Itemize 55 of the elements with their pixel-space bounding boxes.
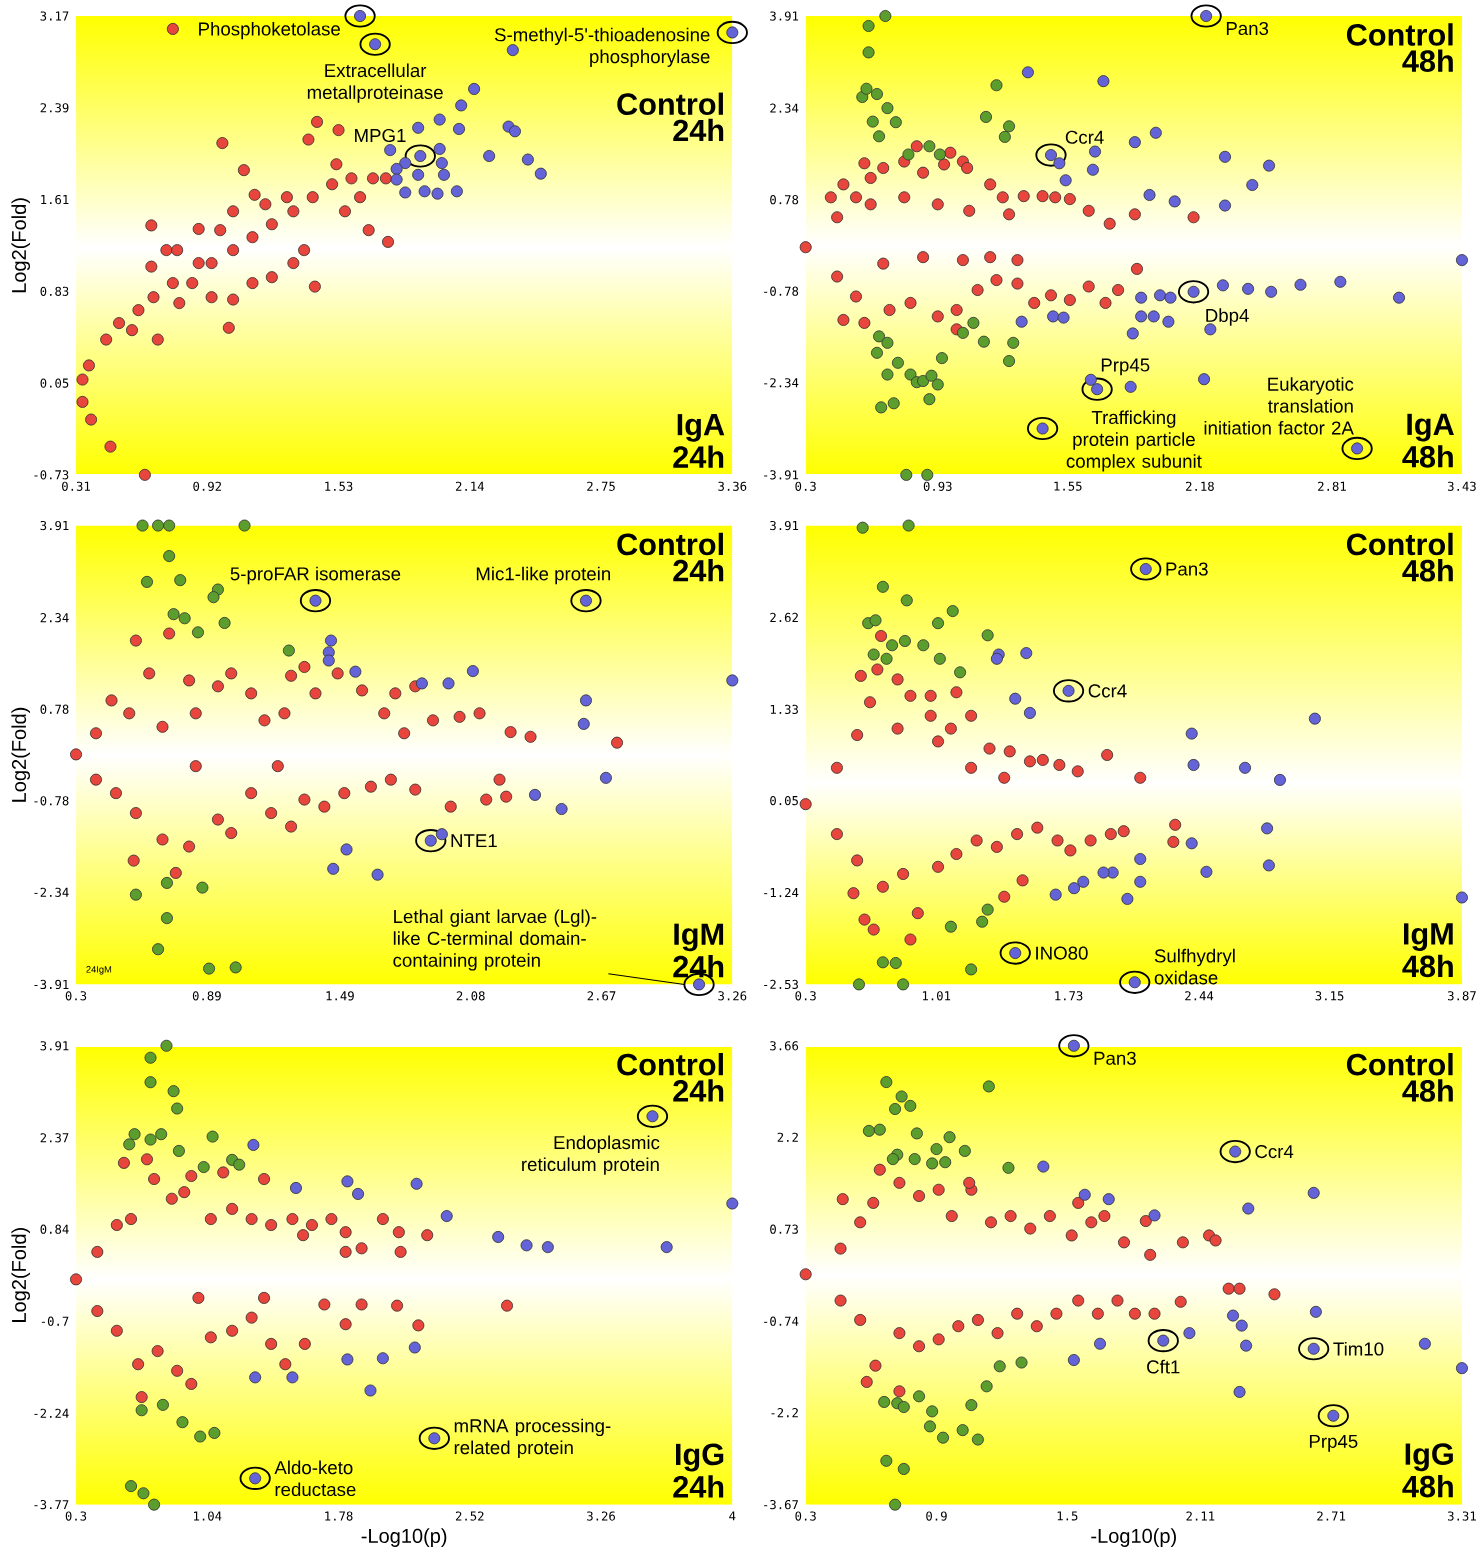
y-axis-title: Log2(Fold) [11,1228,30,1322]
x-axis-title: -Log10(p) [1091,1528,1176,1547]
annotation: IgG [1405,1443,1453,1472]
annotation: 24h [672,1079,723,1102]
annotation: Pan3 [1166,562,1208,576]
y-axis-title: Log2(Fold) [11,707,30,802]
annotation: Ccr4 [1255,1144,1293,1159]
annotation: IgM [674,923,723,952]
annotation: 48h [1402,1474,1453,1498]
annotation: 48h [1402,1079,1453,1102]
annotation: IgM [1403,923,1453,951]
annotation: Prp45 [1101,358,1150,376]
annotation: Control [1346,23,1453,46]
annotation: Ccr4 [1065,130,1104,144]
annotation: MPG1 [354,128,406,143]
annotation: NTE1 [451,834,497,848]
annotation: Dbp4 [1206,308,1249,326]
annotation: Extracellular metallproteinase [307,63,443,103]
annotation: Cft1 [1146,1359,1180,1374]
annotation: 48h [1402,49,1453,72]
annotation: Control [1346,1052,1453,1076]
annotation: Eukaryotic translation initiation factor 2A [1204,377,1354,435]
annotation: Control [616,1052,723,1076]
annotation: Phosphoketolase [198,21,340,40]
annotation: S-methyl-5'-thioadenosine phosphorylase [494,27,710,67]
x-axis-title: -Log10(p) [361,1528,446,1547]
annotation: Mic1-like protein [476,566,610,585]
annotation: 5-proFAR isomerase [230,566,400,585]
annotation: IgA [1407,413,1454,442]
annotation: INO80 [1035,946,1088,960]
annotation: 24h [672,445,723,468]
annotation: IgG [675,1443,723,1472]
annotation: 48h [1402,954,1453,978]
annotation: 24h [672,559,723,582]
annotation: Control [1346,532,1453,556]
annotation: Aldo-keto reductase [274,1460,356,1497]
annotation: Trafficking protein particle complex subunit [1066,410,1202,472]
annotation: Ccr4 [1088,684,1127,698]
annotation: 24h [672,955,723,978]
annotation: Sulfhydryl oxidase [1154,948,1235,985]
annotation: Endoplasmic reticulum protein [521,1135,660,1175]
annotation: Control [616,92,723,116]
annotation: Tim10 [1333,1341,1384,1356]
annotation: mRNA processing-related protein [454,1418,611,1458]
annotation: 24h [672,1475,723,1498]
annotation: 48h [1402,559,1453,582]
annotation: Lethal giant larvae (Lgl)-like C-terminal domain-containing protein [393,909,596,971]
annotation: 24h [672,118,723,142]
annotation: 48h [1402,445,1453,468]
annotation: Prp45 [1309,1434,1358,1452]
annotation: Control [617,532,723,556]
annotation: Pan3 [1226,21,1268,36]
y-axis-title: Log2(Fold) [11,198,30,293]
annotation: IgA [677,414,724,442]
annotation: Pan3 [1094,1051,1136,1065]
